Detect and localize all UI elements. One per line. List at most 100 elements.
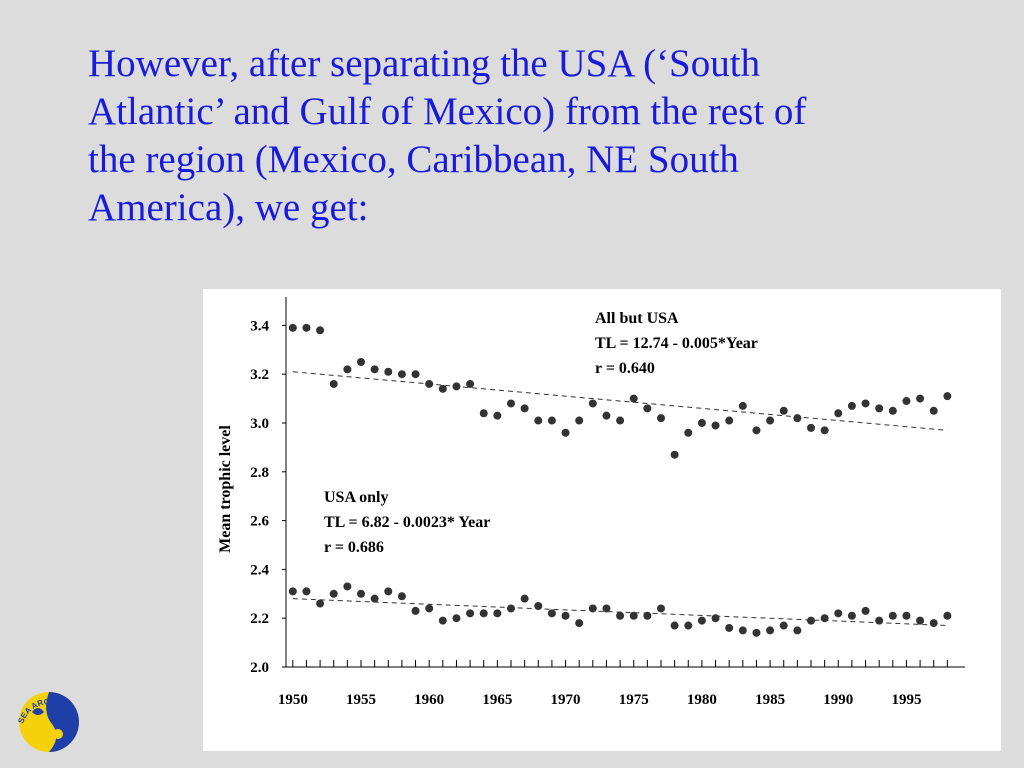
data-point-series-1 xyxy=(847,401,856,410)
data-point-series-1 xyxy=(793,414,802,423)
x-tick-label: 1980 xyxy=(687,692,717,708)
annotation-series-1-line-2: TL = 12.74 - 0.005*Year xyxy=(595,335,758,352)
data-point-series-1 xyxy=(534,416,543,425)
heading-line-1: However, after separating the USA (‘Sout… xyxy=(88,42,761,85)
data-point-series-1 xyxy=(438,384,447,393)
data-point-series-2 xyxy=(438,616,447,625)
data-point-series-1 xyxy=(902,397,911,406)
data-point-series-1 xyxy=(807,423,815,432)
data-point-series-2 xyxy=(466,609,475,618)
data-point-series-1 xyxy=(779,406,788,415)
data-point-series-2 xyxy=(738,626,747,635)
y-tick-label: 2.2 xyxy=(250,611,269,627)
data-point-series-1 xyxy=(657,414,665,423)
data-point-series-2 xyxy=(493,609,502,618)
annotation-series-1-line-1: All but USA xyxy=(595,310,679,327)
x-tick-label: 1970 xyxy=(551,692,581,708)
heading-line-4: America), we get: xyxy=(88,186,369,229)
data-point-series-1 xyxy=(943,392,952,401)
x-tick-label: 1960 xyxy=(414,692,444,708)
data-point-series-2 xyxy=(943,611,952,620)
data-point-series-2 xyxy=(807,616,815,625)
data-point-series-2 xyxy=(697,616,706,625)
data-point-series-2 xyxy=(861,606,870,615)
data-point-series-2 xyxy=(670,621,679,630)
data-point-series-1 xyxy=(916,394,925,403)
data-point-series-2 xyxy=(902,611,911,620)
data-point-series-2 xyxy=(616,611,625,620)
data-point-series-1 xyxy=(384,367,393,376)
data-point-series-1 xyxy=(861,399,870,408)
data-point-series-1 xyxy=(670,450,679,459)
trophic-level-chart: 2.0 2.2 2.4 2.6 2.8 3.0 3.2 3.4 1950 1955 1960 1965… xyxy=(217,297,965,708)
data-point-series-1 xyxy=(602,411,611,420)
data-point-series-2 xyxy=(793,626,802,635)
data-point-series-2 xyxy=(520,594,529,603)
heading-line-2: Atlantic’ and Gulf of Mexico) from the r… xyxy=(88,90,807,133)
data-point-series-2 xyxy=(357,589,365,598)
data-point-series-1 xyxy=(629,394,638,403)
data-point-series-1 xyxy=(575,416,584,425)
data-point-series-1 xyxy=(466,379,475,388)
data-point-series-1 xyxy=(643,404,652,413)
data-point-series-2 xyxy=(916,616,925,625)
data-point-series-1 xyxy=(752,426,761,435)
data-point-series-1 xyxy=(316,326,325,335)
data-point-series-2 xyxy=(561,611,570,620)
data-point-series-2 xyxy=(302,587,311,596)
data-point-series-2 xyxy=(575,619,584,628)
data-point-series-1 xyxy=(302,323,311,332)
y-tick-label: 3.4 xyxy=(250,318,269,334)
x-tick-label: 1990 xyxy=(823,692,853,708)
page-heading: However, after separating the USA (‘Sout… xyxy=(88,40,988,232)
x-tick-label: 1985 xyxy=(755,692,785,708)
chart-axes: 2.0 2.2 2.4 2.6 2.8 3.0 3.2 3.4 1950 1955 1960 1965… xyxy=(217,297,965,708)
x-tick-label: 1965 xyxy=(482,692,512,708)
data-point-series-2 xyxy=(834,609,843,618)
annotation-series-2-line-1: USA only xyxy=(324,489,388,506)
annotation-series-2-line-3: r = 0.686 xyxy=(324,539,384,556)
data-point-series-2 xyxy=(766,626,775,635)
data-point-series-2 xyxy=(779,621,788,630)
y-tick-label: 2.6 xyxy=(250,514,269,530)
data-point-series-1 xyxy=(343,365,352,374)
data-point-series-1 xyxy=(561,428,570,437)
data-point-series-1 xyxy=(834,409,843,418)
data-point-series-1 xyxy=(738,401,747,410)
x-tick-label: 1995 xyxy=(891,692,921,708)
data-point-series-2 xyxy=(929,619,938,628)
y-axis-title: Mean trophic level xyxy=(217,425,234,553)
data-point-series-2 xyxy=(316,599,325,608)
data-point-series-1 xyxy=(411,370,420,379)
x-tick-label: 1950 xyxy=(278,692,308,708)
y-tick-label: 2.0 xyxy=(250,660,269,676)
heading-line-3: the region (Mexico, Caribbean, NE South xyxy=(88,138,739,181)
data-point-series-2 xyxy=(397,592,406,601)
x-tick-label: 1975 xyxy=(619,692,649,708)
data-point-series-1 xyxy=(493,411,502,420)
y-tick-label: 3.2 xyxy=(250,367,269,383)
data-point-series-2 xyxy=(657,604,665,613)
data-point-series-1 xyxy=(425,379,434,388)
data-point-series-1 xyxy=(588,399,597,408)
data-point-series-2 xyxy=(534,602,543,610)
data-point-series-1 xyxy=(711,421,720,430)
data-point-series-2 xyxy=(629,611,638,620)
data-point-series-1 xyxy=(875,404,884,413)
data-point-series-2 xyxy=(370,594,379,603)
data-point-series-2 xyxy=(288,587,297,596)
data-point-series-2 xyxy=(384,587,393,596)
data-point-series-1 xyxy=(452,382,461,391)
data-point-series-1 xyxy=(684,428,693,437)
data-point-series-1 xyxy=(479,409,488,418)
data-point-series-2 xyxy=(452,614,461,623)
data-point-series-1 xyxy=(357,358,365,366)
data-point-series-2 xyxy=(752,628,761,637)
y-tick-label: 3.0 xyxy=(250,416,269,432)
trend-lines xyxy=(292,371,948,627)
y-tick-label: 2.8 xyxy=(250,465,269,481)
data-point-series-1 xyxy=(397,370,406,379)
data-point-series-1 xyxy=(507,399,515,408)
trend-line-1 xyxy=(292,371,948,431)
data-points xyxy=(288,323,952,637)
